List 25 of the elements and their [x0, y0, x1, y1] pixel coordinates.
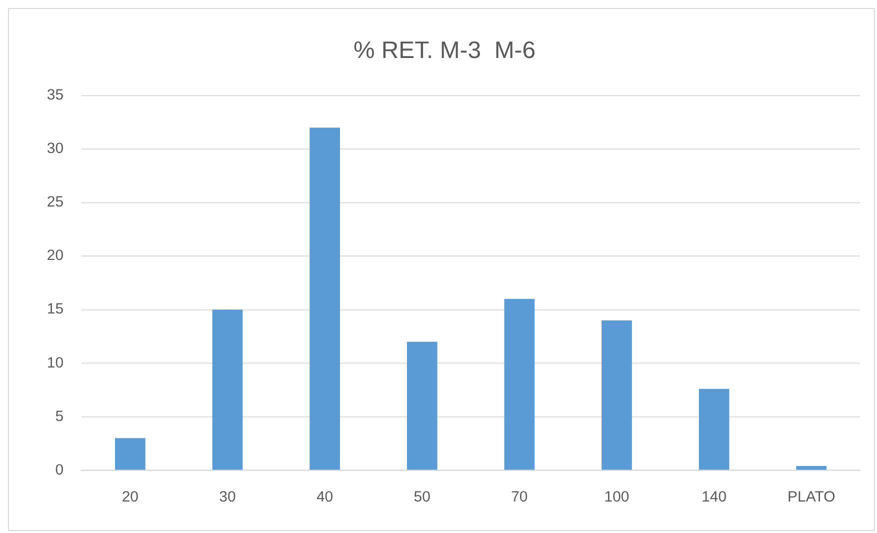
bar	[310, 128, 340, 470]
x-tick-label: 40	[316, 488, 334, 506]
x-tick-label: 100	[604, 488, 630, 506]
y-tick-label: 0	[55, 461, 64, 478]
x-tick-label: 50	[414, 488, 430, 506]
y-tick-label: 20	[46, 247, 64, 264]
y-tick-label: 10	[46, 354, 64, 372]
bar	[114, 438, 146, 470]
y-tick-label: 25	[46, 194, 64, 211]
chart-title: % RET. M-3 M-6	[353, 36, 536, 64]
x-tick-label: 140	[702, 488, 727, 506]
bar	[602, 320, 632, 470]
bar	[212, 310, 243, 470]
y-tick-label: 35	[46, 86, 64, 104]
y-tick-label: 30	[46, 140, 64, 158]
x-tick-label: 30	[219, 488, 236, 506]
bar	[406, 342, 438, 470]
x-tick-label: PLATO	[788, 488, 836, 506]
x-tick-label: 70	[511, 488, 528, 506]
y-tick-label: 5	[55, 408, 64, 425]
bar	[504, 298, 535, 470]
bar	[796, 466, 827, 470]
y-tick-label: 15	[46, 300, 64, 318]
bar	[698, 388, 730, 470]
x-tick-label: 20	[122, 488, 138, 506]
